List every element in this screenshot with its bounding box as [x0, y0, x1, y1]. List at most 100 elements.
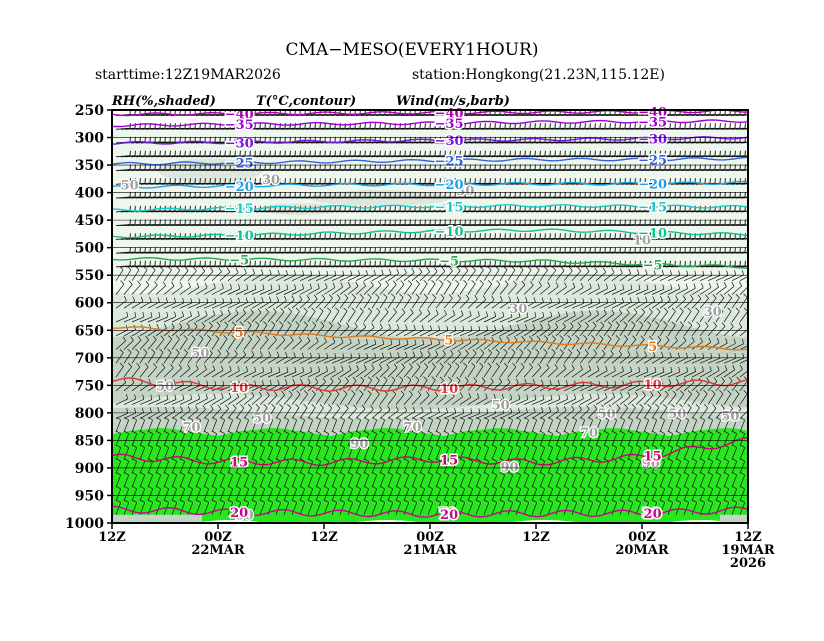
- wind-barb-row: [115, 362, 748, 378]
- wind-barb-layer: [115, 110, 748, 515]
- rh-contour-label: 50: [156, 379, 174, 394]
- rh-contour-label: 50: [121, 178, 139, 193]
- rh-contour-label: 70: [580, 426, 598, 441]
- temperature-contour-label: −20: [638, 178, 667, 193]
- temperature-contour: [112, 110, 748, 117]
- temperature-contour-label: 20: [440, 508, 458, 523]
- x-tick-label: 00Z: [628, 530, 656, 545]
- rh-contour-label: 30: [235, 509, 253, 524]
- y-tick-label: 550: [75, 268, 104, 284]
- wind-barb-row: [115, 307, 748, 323]
- chart-title: CMA−MESO(EVERY1HOUR): [286, 40, 539, 60]
- temperature-contour: [112, 156, 748, 166]
- x-tick-label: 12Z: [522, 530, 550, 545]
- x-tick-label: 00Z: [204, 530, 232, 545]
- temperature-contour-label: −35: [435, 117, 464, 132]
- rh-gap-low-left: [112, 514, 202, 523]
- rh-contour-label: 30: [456, 184, 474, 199]
- wind-barb-row: [115, 150, 748, 158]
- wind-barb-row: [115, 123, 748, 130]
- y-tick-label: 900: [75, 461, 104, 477]
- rh-contour-label: 50: [598, 407, 616, 422]
- temperature-contour-label: 10: [230, 381, 248, 396]
- rh-contour-label: 90: [350, 437, 368, 452]
- legend-temperature: T(°C,contour): [256, 94, 356, 109]
- y-tick-label: 500: [75, 241, 104, 257]
- temperature-contour-label: −25: [225, 157, 254, 172]
- y-tick-label: 1000: [65, 516, 104, 532]
- temperature-contour-label: 5: [235, 326, 244, 341]
- temperature-contour: [112, 256, 748, 269]
- y-tick-label: 700: [75, 351, 104, 367]
- temperature-contour: [112, 437, 748, 467]
- rh-contour-label: 50: [253, 411, 271, 426]
- y-tick-label: 400: [75, 186, 104, 202]
- rh-contour-label: 50: [492, 399, 510, 414]
- temperature-contour: [112, 377, 748, 392]
- wind-barb-row: [115, 233, 748, 240]
- temperature-contour-label: 15: [440, 454, 458, 469]
- x-tick-label: 21MAR: [403, 543, 457, 558]
- y-tick-label: 450: [75, 213, 104, 229]
- temperature-contour-label: −15: [638, 200, 667, 215]
- rh-contour-label: 50: [721, 410, 739, 425]
- temperature-contour: [112, 326, 748, 351]
- temperature-contour-label: −5: [643, 258, 663, 273]
- x-tick-label: 12Z: [734, 530, 762, 545]
- temperature-contour-label: 20: [230, 506, 248, 521]
- temperature-contour-label: −10: [225, 229, 254, 244]
- y-tick-label: 600: [75, 296, 104, 312]
- x-tick-label: 12Z: [310, 530, 338, 545]
- wind-barb-row: [115, 486, 746, 502]
- temperature-contour: [112, 505, 748, 518]
- y-tick-label: 800: [75, 406, 104, 422]
- rh-contour-label: 30: [642, 506, 660, 521]
- rh-contour-label: 50: [191, 346, 209, 361]
- wind-barb-row: [115, 444, 746, 460]
- starttime-label: starttime:12Z19MAR2026: [95, 67, 281, 83]
- temperature-contour-label: 15: [644, 449, 662, 464]
- temperature-contour-label: −5: [229, 253, 249, 268]
- temperature-contour-label: −30: [225, 136, 254, 151]
- temperature-contour-label: −10: [435, 225, 464, 240]
- temperature-contour: [112, 204, 748, 212]
- station-label: station:Hongkong(21.23N,115.12E): [412, 67, 665, 83]
- temperature-contour-label: −35: [225, 118, 254, 133]
- temperature-contour-label: −20: [225, 180, 254, 195]
- temperature-contour-label: 10: [440, 382, 458, 397]
- y-tick-label: 850: [75, 433, 104, 449]
- x-tick-label: 00Z: [416, 530, 444, 545]
- legend-rh: RH(%,shaded): [111, 94, 216, 109]
- rh-contour-label: 10: [633, 233, 651, 248]
- x-tick-label: 12Z: [98, 530, 126, 545]
- temperature-contour-label: −30: [435, 134, 464, 149]
- legend-wind: Wind(m/s,barb): [396, 94, 510, 109]
- wind-barb-row: [115, 458, 746, 474]
- y-tick-label: 350: [75, 158, 104, 174]
- wind-barb-row: [115, 417, 746, 433]
- y-tick-label: 650: [75, 323, 104, 339]
- temperature-contour-label: 20: [644, 507, 662, 522]
- rh-saturated-region-4: [112, 429, 748, 455]
- rh-contour-label: 70: [439, 506, 457, 521]
- temperature-label-layer: −40 −40 −40−35 −35 −35−30 −30 −30−25 −25 −25−20−…: [223, 104, 668, 524]
- x-tick-label: 20MAR: [615, 543, 669, 558]
- temperature-contour: [112, 180, 748, 189]
- wind-barb-row: [115, 164, 748, 172]
- temperature-contour-label: 5: [445, 334, 454, 349]
- temperature-contour-label: −10: [638, 226, 667, 241]
- rh-contour-label: 30: [704, 305, 722, 320]
- temperature-contour-layer: [112, 110, 748, 518]
- y-tick-label: 250: [75, 103, 104, 119]
- rh-contour-label: 70: [182, 421, 200, 436]
- rh-contour-label: 50: [668, 407, 686, 422]
- x-tick-label: 19MAR: [721, 543, 775, 558]
- temperature-contour-label: −20: [435, 178, 464, 193]
- temperature-contour-label: −30: [638, 133, 667, 148]
- temperature-contour-label: −25: [435, 154, 464, 169]
- x-tick-label: 2026: [730, 556, 766, 571]
- rh-contour-label: 30: [509, 302, 527, 317]
